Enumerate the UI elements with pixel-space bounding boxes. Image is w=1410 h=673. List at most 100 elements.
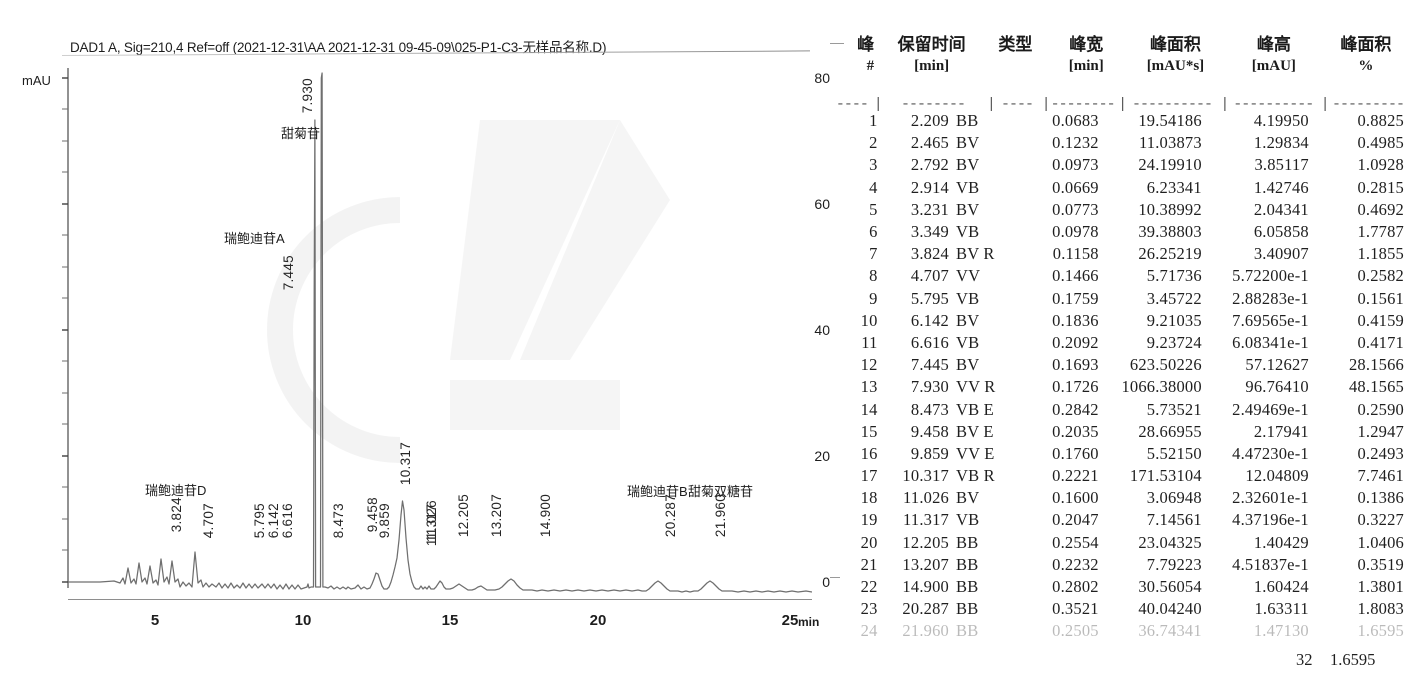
cell-retention-time: 3.231 xyxy=(910,199,949,219)
table-header-separator: ---- | -------- | ---- | -------- | ----… xyxy=(835,96,1405,113)
x-tick-10: 10 xyxy=(294,612,312,629)
cell-peak-number: 13 xyxy=(860,377,878,397)
cell-peak-height: 2.49469e-1 xyxy=(1232,399,1309,419)
cell-peak-height: 12.04809 xyxy=(1245,466,1309,486)
rt-label-8473: 8.473 xyxy=(331,503,346,539)
chromatogram-panel: DAD1 A, Sig=210,4 Ref=off (2021-12-31\AA… xyxy=(22,40,830,629)
col-unit-area-pct: % xyxy=(1358,58,1374,74)
cell-peak-number: 15 xyxy=(860,421,878,441)
cell-peak-area: 11.03873 xyxy=(1138,133,1202,153)
cell-peak-width: 0.2505 xyxy=(1052,621,1099,641)
cell-retention-time: 8.473 xyxy=(910,399,949,419)
cell-peak-type: BB xyxy=(956,554,979,574)
cell-peak-width: 0.3521 xyxy=(1052,599,1099,619)
cell-peak-number: 12 xyxy=(860,355,878,375)
cell-peak-type: BB xyxy=(956,577,979,597)
cell-area-percent: 0.2815 xyxy=(1357,177,1405,197)
cell-peak-width: 0.0683 xyxy=(1052,111,1099,131)
cell-peak-width: 0.2047 xyxy=(1052,510,1099,530)
cell-retention-time: 3.824 xyxy=(910,244,949,264)
cell-peak-type: VB xyxy=(956,510,980,530)
cell-peak-number: 23 xyxy=(860,599,878,619)
cell-peak-type: BV xyxy=(956,133,980,153)
cell-peak-area: 39.38803 xyxy=(1138,222,1202,242)
cell-peak-height: 7.69565e-1 xyxy=(1232,310,1309,330)
cell-peak-height: 5.72200e-1 xyxy=(1232,266,1309,286)
cell-peak-type: BB xyxy=(956,621,979,641)
table-header: 峰 保留时间 类型 峰宽 峰面积 峰高 峰面积 # [min] [min] [m… xyxy=(830,30,1410,75)
cell-peak-height: 2.32601e-1 xyxy=(1232,488,1309,508)
cell-peak-number: 20 xyxy=(860,532,878,552)
x-tick-20: 20 xyxy=(589,612,607,629)
cell-peak-area: 3.06948 xyxy=(1146,488,1202,508)
cell-peak-number: 2 xyxy=(869,133,878,153)
cell-peak-type: VV E xyxy=(956,443,995,463)
y-tick-80: 80 xyxy=(814,70,830,86)
y-tick-20: 20 xyxy=(814,448,830,464)
cell-peak-type: BB xyxy=(956,599,979,619)
table-row: 12 7.445 BV 0.1693 623.50226 57.12627 28.1566 xyxy=(830,354,1410,376)
rt-label-14900: 14.900 xyxy=(538,494,553,538)
peak-label-stevioside: 甜菊苷 xyxy=(281,126,321,141)
table-row: 13 7.930 VV R 0.1726 1066.38000 96.76410 48.15… xyxy=(830,376,1410,398)
cell-peak-area: 28.66955 xyxy=(1138,421,1202,441)
cell-retention-time: 3.349 xyxy=(910,222,949,242)
cell-peak-number: 7 xyxy=(869,244,878,264)
cell-peak-type: VV R xyxy=(956,377,996,397)
cell-retention-time: 11.026 xyxy=(903,488,949,508)
rt-label-9859: 9.859 xyxy=(377,503,392,539)
col-header-peak: 峰 xyxy=(857,35,875,54)
cell-peak-area: 171.53104 xyxy=(1129,466,1202,486)
cell-peak-height: 57.12627 xyxy=(1245,355,1309,375)
cell-peak-type: BV E xyxy=(956,421,994,441)
cell-area-percent: 0.8825 xyxy=(1357,111,1405,131)
cell-peak-height: 4.51837e-1 xyxy=(1232,554,1309,574)
cell-peak-number: 14 xyxy=(860,399,878,419)
cell-peak-height: 1.29834 xyxy=(1253,133,1309,153)
cell-retention-time: 2.465 xyxy=(910,133,949,153)
cell-retention-time: 21.960 xyxy=(902,621,949,641)
cell-peak-height: 2.04341 xyxy=(1253,199,1309,219)
cell-peak-type: BV xyxy=(956,155,980,175)
rt-label-11317: 11.317 xyxy=(424,504,439,547)
cell-peak-type: BB xyxy=(956,532,979,552)
cell-peak-type: VV xyxy=(956,266,981,286)
cell-peak-number: 10 xyxy=(860,310,878,330)
cell-peak-width: 0.2842 xyxy=(1052,399,1099,419)
table-row: 21 13.207 BB 0.2232 7.79223 4.51837e-1 0.3519 xyxy=(830,554,1410,576)
cell-peak-type: BB xyxy=(956,111,979,131)
cell-retention-time: 2.914 xyxy=(910,177,949,197)
cell-peak-width: 0.2802 xyxy=(1052,577,1099,597)
cell-area-percent: 1.2947 xyxy=(1357,421,1405,441)
table-row: 14 8.473 VB E 0.2842 5.73521 2.49469e-1 0.2590 xyxy=(830,398,1410,420)
cell-peak-type: VB xyxy=(956,332,980,352)
cell-peak-type: BV xyxy=(956,199,980,219)
cell-retention-time: 12.205 xyxy=(902,532,949,552)
cell-peak-height: 3.85117 xyxy=(1254,155,1309,175)
cell-peak-area: 10.38992 xyxy=(1138,199,1202,219)
cell-peak-height: 2.88283e-1 xyxy=(1232,288,1309,308)
table-row: 18 11.026 BV 0.1600 3.06948 2.32601e-1 0.1386 xyxy=(830,487,1410,509)
cell-retention-time: 14.900 xyxy=(902,577,949,597)
cell-peak-area: 19.54186 xyxy=(1138,111,1202,131)
cell-peak-area: 623.50226 xyxy=(1129,355,1202,375)
cell-peak-width: 0.1466 xyxy=(1052,266,1099,286)
cell-retention-time: 5.795 xyxy=(910,288,949,308)
table-row: 9 5.795 VB 0.1759 3.45722 2.88283e-1 0.1561 xyxy=(830,288,1410,310)
cell-retention-time: 6.142 xyxy=(910,310,949,330)
table-edge-mark-top xyxy=(830,43,844,45)
detector-trace xyxy=(68,72,812,593)
cell-peak-number: 8 xyxy=(869,266,878,286)
cell-peak-width: 0.1693 xyxy=(1052,355,1099,375)
cell-area-percent: 1.6595 xyxy=(1357,621,1405,641)
cell-peak-area: 9.21035 xyxy=(1146,310,1202,330)
cell-peak-area: 24.19910 xyxy=(1138,155,1202,175)
cell-peak-area: 5.52150 xyxy=(1146,443,1202,463)
cell-peak-height: 1.40429 xyxy=(1253,532,1309,552)
cell-peak-number: 9 xyxy=(869,288,878,308)
cell-peak-area: 7.79223 xyxy=(1146,554,1202,574)
table-row: 10 6.142 BV 0.1836 9.21035 7.69565e-1 0.4159 xyxy=(830,310,1410,332)
cell-area-percent: 1.1855 xyxy=(1357,244,1405,264)
x-axis-unit-label: min xyxy=(798,615,820,629)
peak-label-reb-a: 瑞鲍迪苷A xyxy=(224,231,285,246)
